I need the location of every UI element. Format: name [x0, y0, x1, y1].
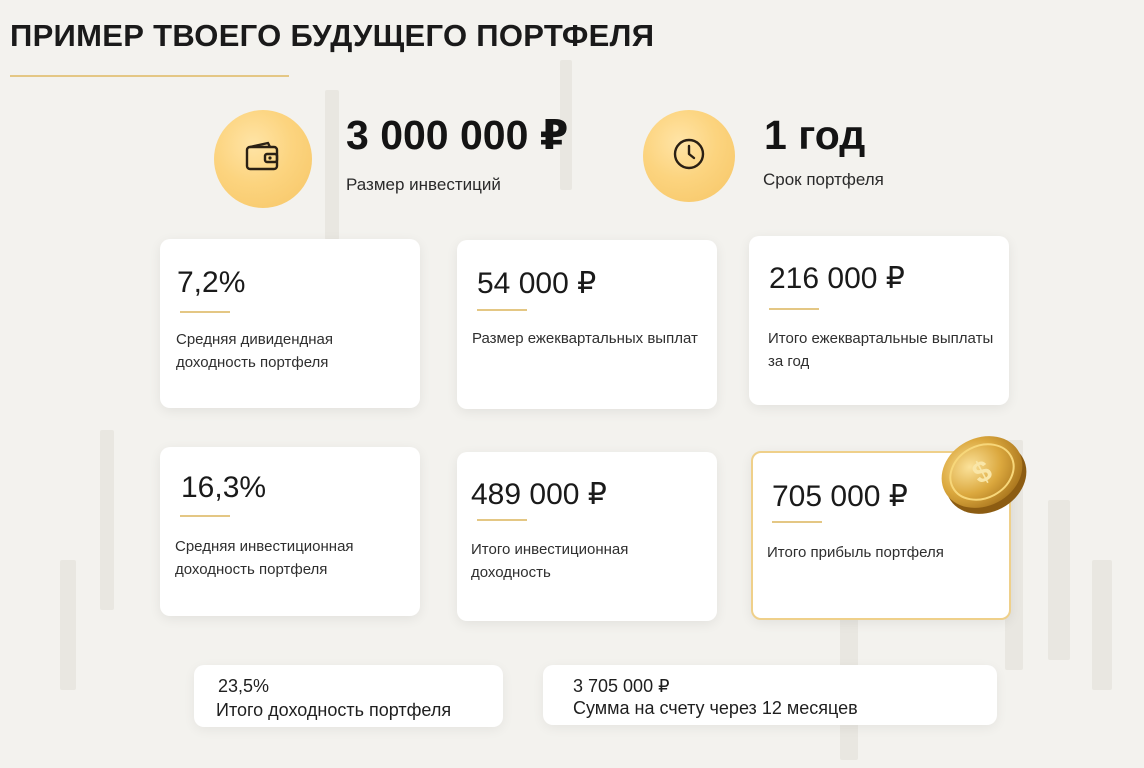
- card-label: Средняя дивидендная доходность портфеля: [176, 331, 333, 371]
- card-label: Средняя инвестиционная доходность портфе…: [175, 538, 354, 578]
- card-value: 705 000 ₽: [772, 480, 908, 513]
- summary-total-yield: 23,5% Итого доходность портфеля: [194, 665, 503, 727]
- card-quarterly-payments-total: 216 000 ₽ Итого ежеквартальные выплаты з…: [749, 236, 1009, 405]
- card-divider: [180, 311, 230, 313]
- term-value: 1 год: [764, 112, 866, 158]
- card-investment-yield: 16,3% Средняя инвестиционная доходность …: [160, 447, 420, 616]
- summary-value: 3 705 000 ₽: [573, 676, 670, 696]
- card-divider: [772, 521, 822, 523]
- card-divider: [769, 308, 819, 310]
- page-title: ПРИМЕР ТВОЕГО БУДУЩЕГО ПОРТФЕЛЯ: [10, 18, 655, 53]
- card-value: 7,2%: [177, 266, 246, 299]
- investment-label: Размер инвестиций: [346, 175, 501, 194]
- clock-icon-circle: [643, 110, 735, 202]
- wallet-icon: [245, 141, 281, 178]
- card-value: 216 000 ₽: [769, 262, 905, 295]
- card-quarterly-payments: 54 000 ₽ Размер ежеквартальных выплат: [457, 240, 717, 409]
- card-divider: [477, 519, 527, 521]
- card-dividend-yield: 7,2% Средняя дивидендная доходность порт…: [160, 239, 420, 408]
- clock-icon: [672, 137, 706, 176]
- card-divider: [477, 309, 527, 311]
- gold-coin-icon: $: [936, 428, 1032, 516]
- card-label: Итого ежеквартальные выплаты за год: [768, 330, 994, 370]
- card-value: 489 000 ₽: [471, 478, 607, 511]
- term-label: Срок портфеля: [763, 170, 884, 189]
- card-divider: [180, 515, 230, 517]
- card-label: Итого инвестиционная доходность: [471, 541, 629, 581]
- card-label: Итого прибыль портфеля: [767, 544, 944, 561]
- card-value: 54 000 ₽: [477, 267, 597, 300]
- summary-label: Сумма на счету через 12 месяцев: [573, 698, 858, 718]
- wallet-icon-circle: [214, 110, 312, 208]
- card-value: 16,3%: [181, 471, 267, 504]
- summary-label: Итого доходность портфеля: [216, 700, 452, 720]
- summary-account-balance: 3 705 000 ₽ Сумма на счету через 12 меся…: [543, 665, 997, 725]
- title-underline: [10, 75, 289, 77]
- investment-value: 3 000 000 ₽: [346, 112, 569, 158]
- card-label: Размер ежеквартальных выплат: [472, 330, 698, 347]
- summary-value: 23,5%: [218, 676, 270, 696]
- card-investment-return: 489 000 ₽ Итого инвестиционная доходност…: [457, 452, 717, 621]
